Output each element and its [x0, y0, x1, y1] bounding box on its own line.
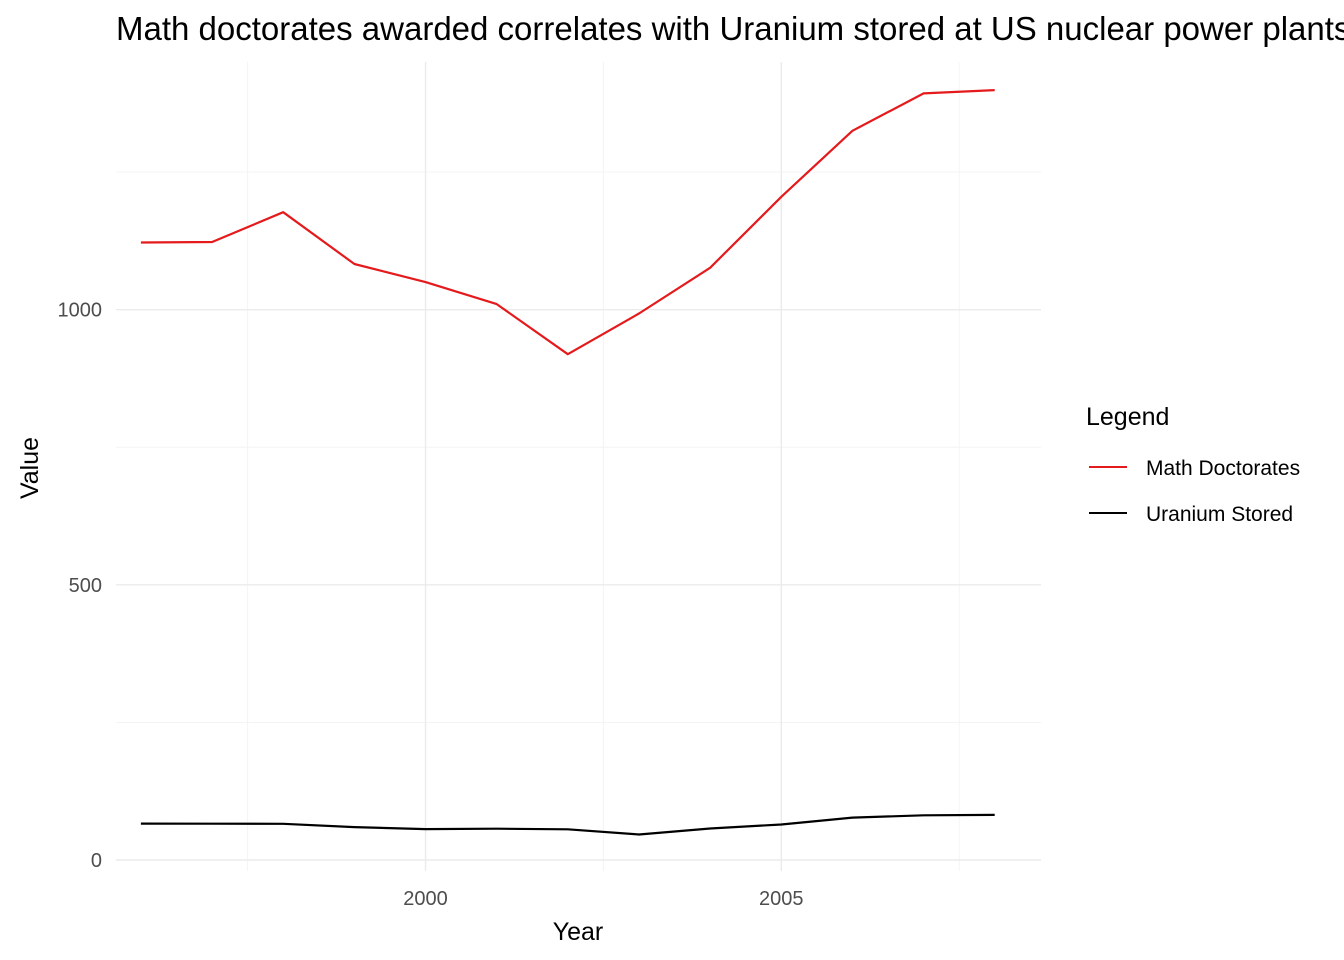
y-axis-ticks: 0 500 1000 — [58, 300, 103, 872]
series-line-uranium-stored — [140, 813, 995, 836]
y-tick-label: 0 — [91, 850, 102, 872]
legend-label-uranium-stored: Uranium Stored — [1146, 503, 1293, 526]
x-tick-label: 2005 — [759, 888, 804, 910]
series-lines — [140, 89, 995, 836]
y-axis-title: Value — [16, 437, 44, 499]
y-tick-label: 1000 — [58, 300, 103, 322]
minor-gridlines — [116, 62, 1041, 871]
y-tick-label: 500 — [69, 575, 102, 597]
x-axis-title: Year — [553, 918, 604, 946]
legend: Legend Math Doctorates Uranium Stored — [1086, 403, 1300, 526]
chart-title: Math doctorates awarded correlates with … — [116, 10, 1344, 47]
series-line-math-doctorates — [140, 89, 995, 356]
x-axis-ticks: 2000 2005 — [403, 888, 803, 910]
legend-label-math-doctorates: Math Doctorates — [1146, 457, 1300, 480]
legend-title: Legend — [1086, 403, 1169, 431]
x-tick-label: 2000 — [403, 888, 448, 910]
major-gridlines — [116, 62, 1041, 871]
